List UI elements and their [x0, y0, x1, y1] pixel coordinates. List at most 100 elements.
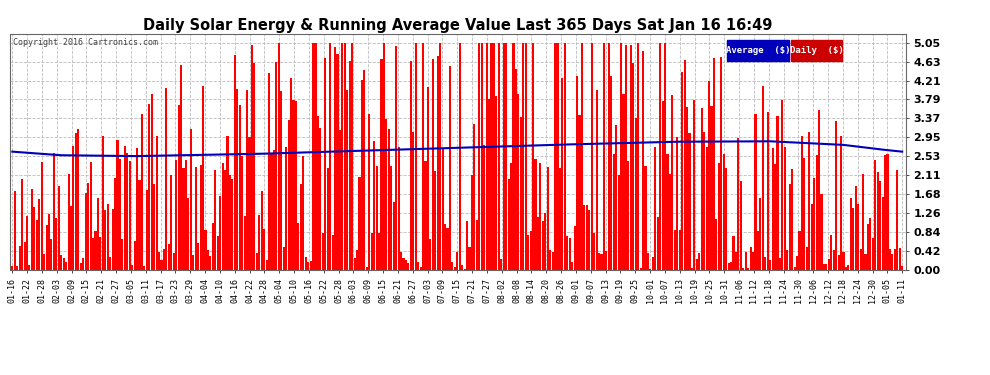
Bar: [899, 248, 901, 270]
Bar: [831, 236, 833, 270]
Bar: [635, 117, 637, 270]
Bar: [664, 43, 666, 270]
Bar: [297, 223, 299, 270]
Bar: [458, 43, 460, 270]
Bar: [48, 214, 50, 270]
Bar: [172, 253, 174, 270]
Bar: [232, 178, 234, 270]
Bar: [740, 181, 742, 270]
Bar: [385, 119, 387, 270]
Bar: [253, 63, 255, 270]
Bar: [500, 259, 502, 270]
Bar: [393, 202, 395, 270]
Bar: [823, 264, 825, 270]
Bar: [229, 175, 231, 270]
Bar: [182, 168, 184, 270]
Bar: [842, 252, 844, 270]
Bar: [144, 266, 146, 270]
Bar: [44, 254, 46, 270]
Bar: [280, 92, 282, 270]
Bar: [862, 174, 864, 270]
Bar: [503, 43, 505, 270]
Bar: [723, 154, 725, 270]
Bar: [540, 163, 542, 270]
Text: Daily  ($): Daily ($): [790, 46, 843, 55]
Bar: [453, 267, 455, 270]
Bar: [556, 43, 558, 270]
Bar: [195, 167, 197, 270]
Bar: [769, 260, 771, 270]
Bar: [527, 235, 530, 270]
Bar: [337, 54, 339, 270]
Bar: [417, 262, 419, 270]
Bar: [94, 231, 96, 270]
Bar: [478, 43, 480, 270]
Bar: [31, 189, 33, 270]
Bar: [759, 198, 761, 270]
Bar: [153, 184, 155, 270]
Bar: [681, 72, 683, 270]
Bar: [117, 140, 119, 270]
Bar: [26, 216, 28, 270]
Bar: [884, 156, 886, 270]
Bar: [305, 257, 307, 270]
Bar: [263, 229, 265, 270]
Bar: [246, 90, 248, 270]
Bar: [380, 59, 382, 270]
Bar: [515, 69, 517, 270]
Bar: [738, 138, 740, 270]
Bar: [435, 171, 437, 270]
Bar: [275, 62, 277, 270]
Bar: [493, 43, 495, 270]
Bar: [437, 56, 439, 270]
Bar: [89, 162, 92, 270]
Bar: [721, 57, 723, 270]
Bar: [466, 221, 468, 270]
Bar: [329, 43, 332, 270]
Bar: [747, 267, 749, 270]
Bar: [368, 114, 370, 270]
Bar: [613, 154, 615, 270]
Bar: [535, 159, 537, 270]
Bar: [60, 255, 62, 270]
Bar: [578, 115, 580, 270]
Bar: [781, 100, 783, 270]
Bar: [260, 191, 262, 270]
Bar: [836, 121, 838, 270]
Bar: [828, 259, 830, 270]
Bar: [771, 148, 773, 270]
Bar: [177, 105, 179, 270]
Bar: [192, 255, 194, 270]
Bar: [258, 215, 260, 270]
Bar: [603, 43, 605, 270]
Bar: [779, 258, 781, 270]
Bar: [395, 46, 397, 270]
Bar: [818, 110, 820, 270]
Bar: [586, 204, 588, 270]
Bar: [869, 217, 871, 270]
Bar: [796, 256, 798, 270]
Bar: [532, 43, 534, 270]
Bar: [610, 76, 612, 270]
Bar: [485, 43, 488, 270]
Bar: [821, 194, 823, 270]
Bar: [82, 258, 84, 270]
Bar: [608, 43, 610, 270]
Bar: [696, 259, 698, 270]
Bar: [669, 174, 671, 270]
Bar: [581, 43, 583, 270]
Bar: [207, 250, 209, 270]
Bar: [544, 213, 546, 270]
Bar: [167, 244, 170, 270]
Bar: [134, 241, 136, 270]
Title: Daily Solar Energy & Running Average Value Last 365 Days Sat Jan 16 16:49: Daily Solar Energy & Running Average Val…: [144, 18, 772, 33]
Bar: [353, 258, 355, 270]
Bar: [444, 224, 446, 270]
Bar: [375, 166, 377, 270]
Bar: [691, 268, 693, 270]
Bar: [874, 160, 876, 270]
Bar: [794, 267, 796, 270]
Bar: [248, 136, 250, 270]
FancyBboxPatch shape: [727, 40, 789, 61]
Bar: [339, 130, 341, 270]
